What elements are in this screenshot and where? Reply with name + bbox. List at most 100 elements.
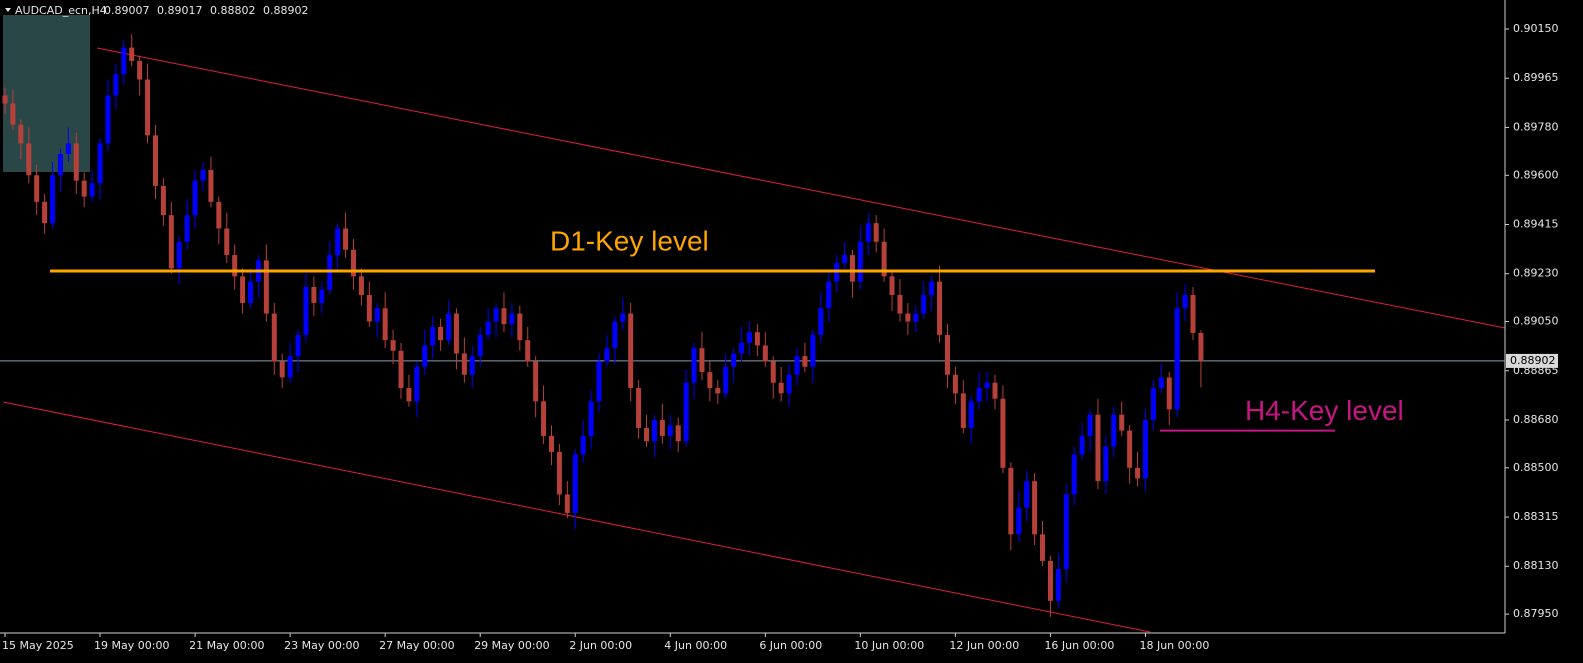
key-level-label: H4-Key level	[1245, 395, 1404, 426]
x-tick-label: 16 Jun 00:00	[1044, 639, 1114, 652]
candle-body	[57, 153, 63, 176]
header-close: 0.88902	[263, 4, 309, 17]
x-tick-label: 12 Jun 00:00	[949, 639, 1019, 652]
candle-body	[659, 419, 665, 436]
candle-body	[1032, 481, 1038, 535]
candle-body	[1079, 435, 1085, 455]
candle-body	[1071, 454, 1077, 495]
candle-body	[707, 372, 713, 389]
last-price-label: 0.88902	[1510, 354, 1556, 367]
x-tick-label: 10 Jun 00:00	[854, 639, 924, 652]
candle-body	[81, 180, 87, 197]
candle-body	[588, 401, 594, 436]
x-tick-label: 2 Jun 00:00	[569, 639, 632, 652]
candle-body	[263, 260, 269, 314]
header-low: 0.88802	[210, 4, 256, 17]
candle-body	[683, 382, 689, 442]
candle-body	[1111, 414, 1117, 447]
candle-body	[937, 281, 943, 335]
candle-body	[1127, 430, 1133, 468]
header-high: 0.89017	[157, 4, 203, 17]
candle-body	[913, 313, 919, 322]
candle-body	[1182, 294, 1188, 309]
candle-body	[311, 286, 317, 303]
channel-upper	[96, 47, 1506, 329]
candle-body	[754, 332, 760, 346]
candle-body	[1190, 294, 1196, 333]
candle-body	[984, 382, 990, 389]
candle-body	[232, 255, 238, 277]
candle-body	[525, 340, 531, 362]
candle-body	[113, 74, 119, 96]
header-open: 0.89007	[104, 4, 150, 17]
candle-body	[18, 124, 24, 144]
candle-body	[1055, 568, 1061, 601]
candle-body	[105, 95, 111, 144]
candle-body	[1198, 332, 1204, 361]
candle-body	[612, 321, 618, 349]
candle-body	[485, 321, 491, 335]
candle-body	[224, 228, 230, 256]
candle-body	[699, 348, 705, 373]
y-tick-label: 0.89230	[1513, 267, 1559, 280]
candle-body	[739, 342, 745, 354]
candle-body	[168, 215, 174, 269]
candle-body	[675, 425, 681, 442]
candle-body	[533, 361, 539, 402]
candle-body	[1000, 398, 1006, 468]
candle-body	[731, 353, 737, 367]
candle-body	[34, 175, 40, 202]
candle-body	[1119, 414, 1125, 431]
candle-body	[723, 366, 729, 394]
candle-body	[390, 340, 396, 351]
candle-body	[596, 361, 602, 402]
candle-body	[509, 313, 515, 325]
candle-body	[398, 350, 404, 389]
candle-body	[145, 79, 151, 136]
channel-lower	[2, 401, 1151, 633]
candle-body	[335, 228, 341, 256]
x-tick-label: 6 Jun 00:00	[759, 639, 822, 652]
candle-body	[944, 334, 950, 375]
candle-body	[469, 356, 475, 375]
candle-body	[26, 143, 32, 176]
candle-body	[343, 228, 349, 250]
candle-body	[366, 294, 372, 322]
candle-body	[406, 388, 412, 402]
candle-body	[97, 143, 103, 184]
x-tick-label: 23 May 00:00	[284, 639, 359, 652]
candle-body	[319, 289, 325, 303]
candle-body	[160, 185, 166, 216]
y-tick-label: 0.89600	[1513, 168, 1559, 181]
candle-body	[865, 223, 871, 242]
candle-body	[849, 255, 855, 282]
candle-body	[541, 401, 547, 436]
candle-body	[73, 143, 79, 181]
candle-body	[10, 103, 16, 125]
menu-arrow[interactable]	[5, 8, 11, 12]
candle-body	[137, 60, 143, 80]
candle-body	[89, 183, 95, 197]
candle-body	[1095, 414, 1101, 482]
candle-body	[644, 427, 650, 442]
candle-body	[881, 241, 887, 277]
y-tick-label: 0.90150	[1513, 22, 1559, 35]
candle-body	[762, 345, 768, 362]
candle-body	[548, 435, 554, 452]
candle-body	[818, 308, 824, 335]
candle-body	[580, 435, 586, 455]
candle-body	[921, 294, 927, 314]
candle-body	[604, 348, 610, 362]
candle-body	[350, 249, 356, 277]
candle-body	[1008, 467, 1014, 535]
candle-body	[873, 223, 879, 242]
candle-body	[501, 308, 507, 325]
candle-body	[517, 313, 523, 341]
candle-body	[42, 201, 48, 224]
candle-body	[430, 326, 436, 346]
y-tick-label: 0.89415	[1513, 217, 1559, 230]
candle-body	[176, 241, 182, 269]
y-tick-label: 0.87950	[1513, 607, 1559, 620]
